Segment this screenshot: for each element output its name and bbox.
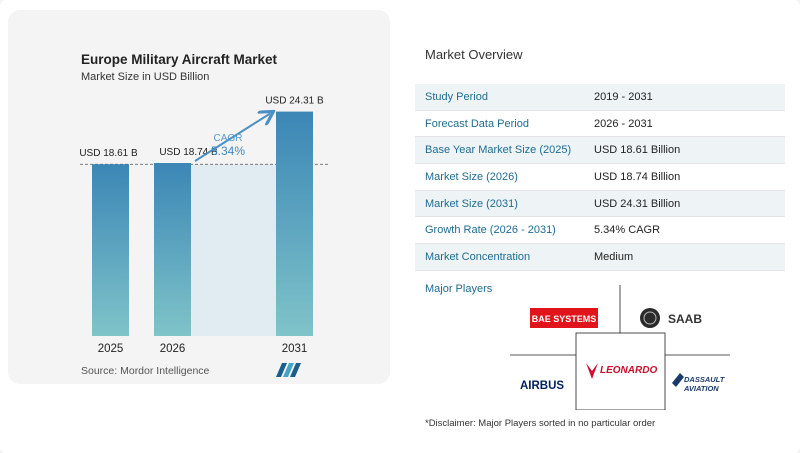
overview-row-label: Forecast Data Period xyxy=(425,117,529,130)
overview-row: Base Year Market Size (2025) USD 18.61 Bi… xyxy=(415,137,785,165)
overview-table: Study Period 2019 - 2031 Forecast Data Per… xyxy=(415,84,785,271)
saab-logo: SAAB xyxy=(640,308,702,328)
overview-row-value: USD 18.61 Billion xyxy=(594,144,681,157)
aviation-text: AVIATION xyxy=(683,384,719,393)
bar-2025 xyxy=(92,164,129,336)
saab-text: SAAB xyxy=(668,312,702,326)
overview-row-label: Growth Rate (2026 - 2031) xyxy=(425,224,556,237)
dassault-text: DASSAULT xyxy=(684,375,726,384)
overview-row: Market Size (2026) USD 18.74 Billion xyxy=(415,164,785,191)
leonardo-text: LEONARDO xyxy=(600,365,657,376)
overview-row-value: USD 24.31 Billion xyxy=(594,197,681,210)
chart-subtitle: Market Size in USD Billion xyxy=(81,71,210,83)
chart-title: Europe Military Aircraft Market xyxy=(81,52,278,67)
x-tick-label: 2026 xyxy=(160,343,186,355)
x-tick-label: 2025 xyxy=(98,343,124,355)
overview-row-value: 5.34% CAGR xyxy=(594,224,661,237)
overview-row-label: Market Concentration xyxy=(425,250,531,263)
x-tick-label: 2031 xyxy=(282,343,308,355)
source-note: Source: Mordor Intelligence xyxy=(81,365,210,377)
data-label: USD 18.61 B xyxy=(79,148,138,159)
overview-row-value: Medium xyxy=(594,250,634,263)
overview-row-label: Base Year Market Size (2025) xyxy=(425,144,572,157)
leonardo-logo: LEONARDO xyxy=(586,363,657,379)
overview-row-label: Market Size (2031) xyxy=(425,197,518,210)
data-label: USD 18.74 B xyxy=(159,147,218,158)
overview-row-value: 2026 - 2031 xyxy=(594,117,653,130)
bar-chart: USD 18.61 B 2025 USD 18.74 B 2026 USD 24.31 … xyxy=(79,96,330,355)
bae-systems-text: BAE SYSTEMS xyxy=(532,314,597,324)
data-label: USD 24.31 B xyxy=(265,96,324,107)
overview-row-value: USD 18.74 Billion xyxy=(594,170,681,183)
overview-row: Forecast Data Period 2026 - 2031 xyxy=(415,110,785,138)
cagr-label: CAGR xyxy=(214,133,243,144)
cagr-arrow xyxy=(194,114,270,162)
airbus-text: AIRBUS xyxy=(520,380,564,392)
overview-row-value: 2019 - 2031 xyxy=(594,90,653,103)
major-players-grid: BAE SYSTEMS SAAB AIRBUS LEONARDO DASSAUL… xyxy=(510,285,730,410)
cagr-value: 5.34% xyxy=(211,144,245,158)
overview-row-label: Study Period xyxy=(425,90,488,103)
overview-row-label: Market Size (2026) xyxy=(425,170,518,183)
bae-systems-logo: BAE SYSTEMS xyxy=(530,308,598,328)
overview-title: Market Overview xyxy=(425,47,523,62)
overview-row: Market Concentration Medium xyxy=(415,244,785,271)
mordor-logo-icon xyxy=(276,363,301,377)
bar-2031 xyxy=(276,111,313,336)
overview-row: Growth Rate (2026 - 2031) 5.34% CAGR xyxy=(415,217,785,245)
overview-row: Study Period 2019 - 2031 xyxy=(415,84,785,111)
disclaimer: *Disclaimer: Major Players sorted in no … xyxy=(425,418,656,429)
players-title: Major Players xyxy=(425,283,493,295)
airbus-logo: AIRBUS xyxy=(520,380,564,392)
overview-row: Market Size (2031) USD 24.31 Billion xyxy=(415,190,785,218)
growth-band xyxy=(191,164,276,336)
bar-2026 xyxy=(154,163,191,336)
dassault-aviation-logo: DASSAULT AVIATION xyxy=(672,373,726,393)
